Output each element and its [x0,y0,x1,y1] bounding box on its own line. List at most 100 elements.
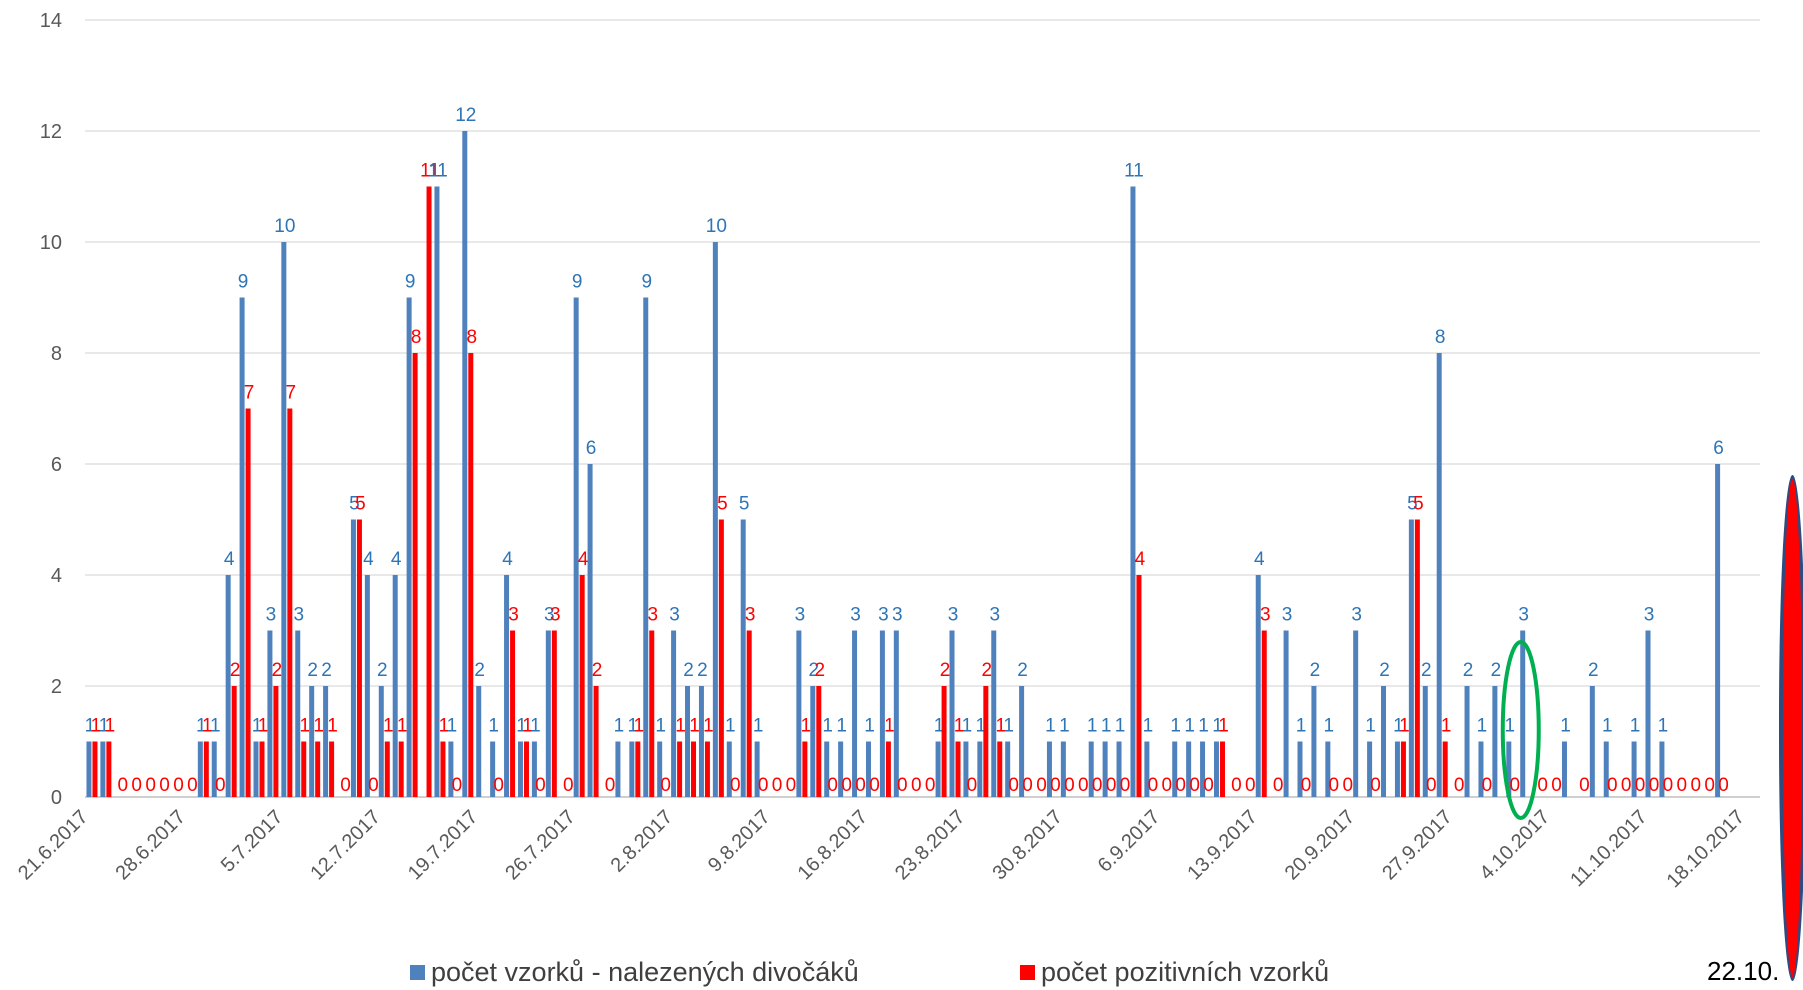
data-label-positive: 0 [869,775,880,796]
bar-positive [510,630,516,797]
data-label-samples: 1 [628,716,639,737]
data-label-positive: 1 [1399,716,1410,737]
bar-samples [977,741,983,797]
data-label-positive: 5 [1413,494,1424,515]
y-tick-label: 0 [51,787,62,809]
x-tick-label: 21.6.2017 [14,806,92,884]
data-label-samples: 9 [572,272,583,293]
data-label-samples: 1 [1184,716,1195,737]
data-label-samples: 1 [614,716,625,737]
data-label-positive: 0 [1482,775,1493,796]
data-label-samples: 1 [1365,716,1376,737]
bar-samples [838,741,844,797]
data-label-positive: 1 [202,716,213,737]
x-tick-label: 13.9.2017 [1183,806,1261,884]
bar-positive [1136,575,1142,797]
data-label-samples: 4 [363,549,374,570]
bar-samples [1311,686,1317,797]
x-tick-label: 12.7.2017 [306,806,384,884]
bar-samples [1200,741,1206,797]
legend-label-positive: počet pozitivních vzorků [1041,956,1330,987]
bar-samples [100,741,106,797]
data-label-positive: 0 [1649,775,1660,796]
data-label-positive: 0 [187,775,198,796]
bar-samples [949,630,955,797]
x-tick-label: 2.8.2017 [607,806,678,877]
data-label-samples: 9 [641,272,652,293]
data-label-samples: 1 [753,716,764,737]
bar-samples [448,741,454,797]
data-label-samples: 2 [683,660,694,681]
data-label-samples: 2 [1017,660,1028,681]
data-label-samples: 3 [544,605,555,626]
bar-positive [579,575,585,797]
bar-samples [1283,630,1289,797]
data-label-positive: 2 [982,660,993,681]
data-label-samples: 3 [795,605,806,626]
bar-samples [1589,686,1595,797]
data-label-positive: 1 [1218,716,1229,737]
data-label-positive: 1 [91,716,102,737]
data-label-positive: 3 [508,605,519,626]
bar-positive [941,686,947,797]
data-label-samples: 2 [1588,660,1599,681]
bar-positive [691,741,697,797]
legend-label-samples: počet vzorků - nalezených divočáků [431,956,859,987]
bar-positive [384,741,390,797]
bar-samples [545,630,551,797]
bar-samples [239,297,245,797]
data-label-samples: 10 [706,216,727,237]
data-label-positive: 1 [801,716,812,737]
bar-samples [698,686,704,797]
bar-samples [1422,686,1428,797]
data-label-samples: 1 [864,716,875,737]
data-label-positive: 1 [703,716,714,737]
data-label-positive: 0 [1579,775,1590,796]
bar-samples [1464,686,1470,797]
bar-positive [301,741,307,797]
x-tick-label: 30.8.2017 [988,806,1066,884]
bar-samples [991,630,997,797]
data-label-samples: 2 [1463,660,1474,681]
data-label-samples: 3 [850,605,861,626]
x-tick-label: 20.9.2017 [1281,806,1359,884]
data-label-positive: 5 [355,494,366,515]
data-label-positive: 0 [1677,775,1688,796]
bar-positive [259,741,265,797]
bar-samples [1645,630,1651,797]
data-label-positive: 0 [660,775,671,796]
data-label-samples: 1 [1101,716,1112,737]
data-label-positive: 1 [327,716,338,737]
bar-samples [615,741,621,797]
data-label-samples: 2 [697,660,708,681]
data-label-positive: 2 [230,660,241,681]
data-label-samples: 11 [1124,161,1144,182]
data-label-positive: 0 [159,775,170,796]
data-label-positive: 0 [1162,775,1173,796]
data-label-samples: 1 [836,716,847,737]
data-label-positive: 1 [689,716,700,737]
bar-positive [315,741,321,797]
y-tick-label: 14 [40,10,62,32]
x-tick-label: 9.8.2017 [704,806,775,877]
x-tick-label: 23.8.2017 [891,806,969,884]
green-highlight-ellipse [1500,640,1541,820]
data-label-positive: 0 [1050,775,1061,796]
data-label-positive: 3 [550,605,561,626]
data-label-positive: 1 [522,716,533,737]
data-label-positive: 0 [1537,775,1548,796]
x-tick-label: 4.10.2017 [1476,806,1554,884]
data-label-positive: 0 [215,775,226,796]
bar-positive [273,686,279,797]
bar-samples [392,575,398,797]
data-label-samples: 2 [809,660,820,681]
data-label-positive: 0 [1148,775,1159,796]
bar-samples [657,741,663,797]
data-label-samples: 3 [1644,605,1655,626]
data-label-samples: 3 [989,605,1000,626]
bar-samples [573,297,579,797]
data-label-samples: 2 [321,660,332,681]
data-label-positive: 0 [118,775,129,796]
bar-samples [935,741,941,797]
bar-samples [1213,741,1219,797]
